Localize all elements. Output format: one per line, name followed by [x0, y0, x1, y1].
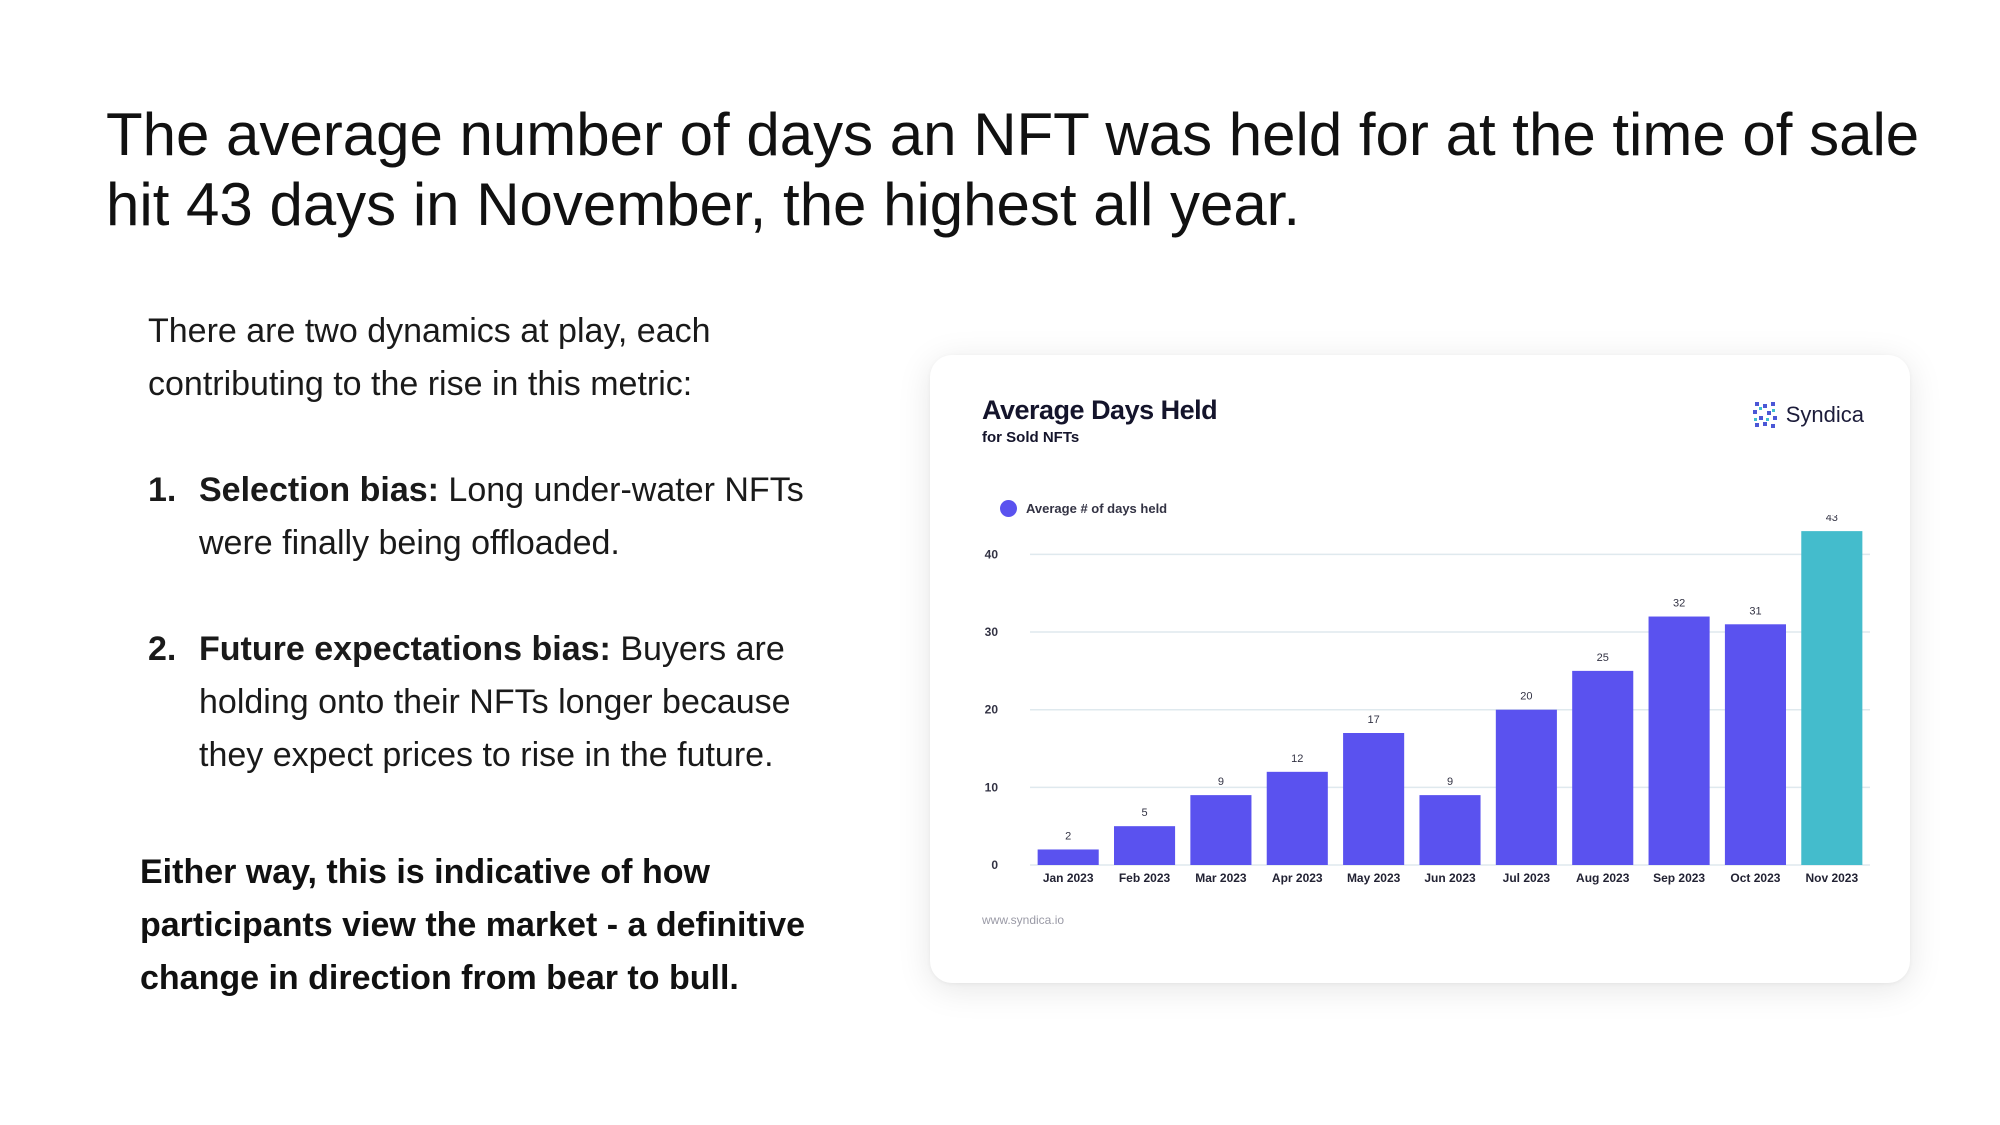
list-term: Selection bias: [199, 471, 439, 509]
data-label: 32 [1673, 598, 1685, 610]
y-tick-label: 30 [985, 625, 999, 639]
chart-subtitle: for Sold NFTs [982, 429, 1080, 446]
list-item-body: Future expectations bias: Buyers are hol… [199, 623, 848, 782]
headline: The average number of days an NFT was he… [106, 101, 1920, 238]
data-label: 2 [1065, 830, 1071, 842]
list-text: Buyers are holding onto their NFTs longe… [199, 630, 791, 774]
dynamics-list: 1. Selection bias: Long under-water NFTs… [148, 464, 848, 782]
list-number: 2. [148, 630, 177, 668]
data-label: 9 [1218, 776, 1224, 788]
bar [1114, 826, 1176, 865]
chart-title: Average Days Held [982, 395, 1218, 425]
brand-name: Syndica [1785, 402, 1864, 427]
data-label: 25 [1597, 652, 1609, 664]
bar [1801, 531, 1863, 865]
y-tick-label: 10 [985, 780, 999, 794]
bar [1266, 771, 1328, 865]
footer-url: www.syndica.io [982, 913, 1065, 927]
intro-text: There are two dynamics at play, each con… [148, 312, 711, 403]
data-label: 20 [1520, 691, 1532, 703]
list-item: 2. Future expectations bias: Buyers are … [148, 623, 848, 782]
explanation-panel: There are two dynamics at play, each con… [148, 305, 848, 835]
conclusion-text: Either way, this is indicative of how pa… [140, 853, 806, 997]
x-tick-label: Jun 2023 [1424, 871, 1476, 885]
x-tick-label: Nov 2023 [1805, 871, 1858, 885]
list-item-body: Selection bias: Long under-water NFTs we… [199, 464, 848, 570]
bar-chart: 0 10 20 30 40 2 Jan 2023 5 Feb 2023 9 Mar 2023 12 Ap… [985, 515, 1870, 885]
y-tick-label: 20 [985, 703, 999, 717]
list-item: 1. Selection bias: Long under-water NFTs… [148, 464, 848, 570]
bar [1495, 709, 1557, 865]
brand-logo: Syndica [1752, 401, 1864, 429]
legend-swatch [1000, 500, 1017, 517]
bar [1572, 670, 1634, 865]
bar [1648, 616, 1710, 865]
bar [1190, 795, 1252, 865]
data-label: 31 [1749, 605, 1761, 617]
chart-card: Average Days Held for Sold NFTs Syndica … [930, 355, 1910, 983]
data-label: 17 [1368, 714, 1380, 726]
x-tick-label: Jan 2023 [1043, 871, 1094, 885]
list-term: Future expectations bias: [199, 630, 611, 668]
x-tick-label: Sep 2023 [1653, 871, 1705, 885]
x-tick-label: Mar 2023 [1195, 871, 1247, 885]
x-tick-label: May 2023 [1347, 871, 1401, 885]
data-label: 43 [1826, 515, 1838, 524]
bar [1724, 624, 1786, 865]
list-number: 1. [148, 471, 177, 509]
chart-legend: Average # of days held [1000, 500, 1167, 517]
y-tick-label: 0 [991, 858, 998, 872]
bar [1419, 795, 1481, 865]
legend-label: Average # of days held [1026, 501, 1168, 516]
bar [1037, 849, 1099, 865]
x-tick-label: Oct 2023 [1730, 871, 1780, 885]
bar [1343, 733, 1405, 865]
syndica-logo-icon [1752, 402, 1777, 428]
y-tick-label: 40 [985, 547, 999, 561]
x-tick-label: Apr 2023 [1272, 871, 1323, 885]
list-text: Long under-water NFTs were finally being… [199, 471, 804, 562]
x-tick-label: Aug 2023 [1576, 871, 1630, 885]
data-label: 12 [1291, 753, 1303, 765]
data-label: 9 [1447, 776, 1453, 788]
data-label: 5 [1141, 807, 1147, 819]
x-tick-label: Jul 2023 [1503, 871, 1551, 885]
x-tick-label: Feb 2023 [1119, 871, 1171, 885]
